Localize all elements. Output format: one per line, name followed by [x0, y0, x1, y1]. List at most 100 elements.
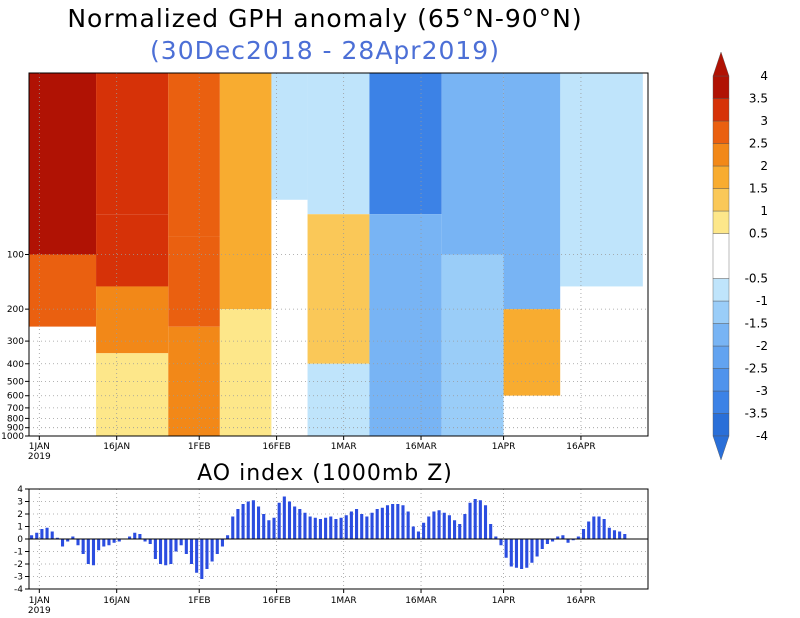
- ao-bar: [612, 530, 617, 539]
- heatmap-x-tick-label: 16JAN: [103, 442, 130, 452]
- heatmap-cell: [29, 254, 97, 327]
- ao-bar: [324, 517, 328, 539]
- heatmap-cell: [219, 309, 272, 436]
- ao-bar: [416, 531, 421, 539]
- ao-bar: [236, 509, 240, 539]
- ao-bar: [169, 539, 173, 564]
- heatmap-cell: [503, 73, 561, 310]
- ao-bar: [277, 502, 281, 539]
- ao-bar: [355, 509, 359, 539]
- heatmap-cell: [219, 73, 272, 310]
- heatmap-x-tick-label: 1MAR: [331, 442, 357, 452]
- ao-bar: [391, 504, 395, 539]
- ao-bar: [509, 539, 513, 567]
- ao-bar: [148, 539, 152, 544]
- ao-bar: [303, 512, 307, 539]
- heatmap-cell: [503, 309, 561, 396]
- colorbar-label: 4: [760, 69, 768, 83]
- ao-x-tick-label: 1APR: [492, 596, 516, 606]
- heatmap-y-tick-label: 100: [7, 251, 24, 261]
- ao-bar: [422, 522, 426, 539]
- ao-frame: [28, 488, 649, 590]
- ao-y-tick-label: -4: [14, 585, 23, 595]
- ao-bar: [427, 516, 431, 539]
- ao-bar: [298, 509, 302, 539]
- ao-bar: [396, 504, 400, 539]
- ao-bar: [545, 539, 549, 544]
- ao-bar: [210, 539, 214, 562]
- ao-bar: [561, 535, 565, 539]
- ao-bar: [360, 514, 364, 539]
- heatmap-x-tick-label: 1APR: [492, 442, 516, 452]
- ao-bar: [313, 517, 317, 539]
- heatmap-y-tick-label: 900: [7, 424, 24, 434]
- ao-bar: [117, 539, 121, 542]
- colorbar-label: 2.5: [749, 137, 768, 151]
- ao-bar: [308, 516, 312, 539]
- heatmap-cell: [29, 73, 97, 255]
- ao-y-tick-label: 2: [17, 510, 23, 520]
- ao-bar: [576, 536, 580, 539]
- ao-bar: [107, 539, 111, 546]
- ao-bar: [520, 539, 524, 569]
- ao-bar: [540, 539, 544, 549]
- ao-bar: [344, 515, 348, 539]
- ao-bar: [483, 505, 488, 539]
- ao-bar: [40, 529, 44, 539]
- ao-bar: [246, 501, 250, 539]
- heatmap-cell: [96, 214, 169, 287]
- heatmap-y-tick-label: 500: [7, 377, 24, 387]
- ao-bar: [267, 520, 271, 539]
- ao-bar: [442, 512, 446, 539]
- ao-bar: [334, 519, 338, 539]
- ao-bar: [592, 516, 596, 539]
- ao-bar: [287, 501, 292, 539]
- ao-bar: [566, 539, 570, 543]
- ao-bar: [380, 507, 384, 539]
- heatmap-cell: [369, 73, 442, 215]
- ao-bar: [571, 539, 575, 541]
- ao-bar: [473, 499, 477, 539]
- ao-bar: [602, 519, 606, 539]
- ao-bar: [401, 505, 405, 539]
- colorbar-label: -4: [756, 429, 768, 443]
- colorbar-label: -2.5: [745, 362, 768, 376]
- colorbar-swatch: [712, 233, 730, 279]
- ao-bar: [174, 539, 178, 552]
- ao-y-tick-label: 0: [17, 535, 23, 545]
- ao-y-tick-label: -2: [14, 560, 23, 570]
- ao-bar: [556, 536, 560, 539]
- ao-bar: [318, 519, 322, 539]
- ao-bar: [551, 539, 555, 542]
- ao-bar: [329, 516, 333, 539]
- ao-bar: [339, 517, 343, 539]
- ao-bar: [489, 524, 493, 539]
- ao-bars: [30, 496, 627, 579]
- ao-bar: [200, 539, 204, 579]
- ao-bar: [530, 539, 534, 563]
- heatmap-cell: [96, 73, 169, 215]
- colorbar-label: -1.5: [745, 317, 768, 331]
- colorbar-label: 2: [760, 159, 768, 173]
- ao-x-tick-label: 16MAR: [405, 596, 437, 606]
- colorbar-bottom-arrow: [712, 435, 730, 461]
- ao-bar: [453, 520, 457, 539]
- heatmap-cell: [307, 214, 370, 364]
- ao-bar: [293, 506, 297, 539]
- colorbar-label: 3: [760, 114, 768, 128]
- ao-bar: [81, 539, 85, 554]
- colorbar: 4 3.5 3 2.5 2 1.5 1 0.5 -0.5 -1 -1.5 -2 -2.5 -3 -3.5 -4: [712, 51, 768, 461]
- colorbar-label: -1: [756, 294, 768, 308]
- heatmap-y-tick-label: 800: [7, 414, 24, 424]
- ao-bar: [463, 514, 467, 539]
- ao-x-tick-label: 1MAR: [331, 596, 357, 606]
- heatmap-x-tick-label: 16FEB: [262, 442, 291, 452]
- ao-bar: [184, 539, 188, 554]
- colorbar-swatch: [712, 413, 730, 437]
- ao-bar: [164, 539, 168, 566]
- heatmap-cell: [168, 326, 220, 436]
- heatmap-cell: [307, 363, 370, 436]
- ao-bar: [370, 512, 374, 539]
- colorbar-swatch: [712, 345, 730, 369]
